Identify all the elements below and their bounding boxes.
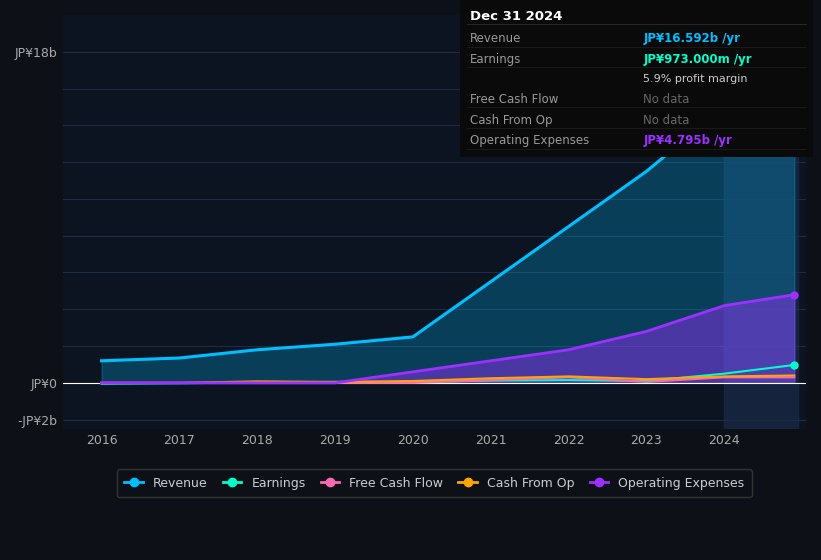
Text: 5.9% profit margin: 5.9% profit margin (644, 74, 748, 84)
Text: JP¥973.000m /yr: JP¥973.000m /yr (644, 53, 752, 66)
Text: No data: No data (644, 93, 690, 106)
Text: JP¥4.795b /yr: JP¥4.795b /yr (644, 134, 732, 147)
Text: JP¥16.592b /yr: JP¥16.592b /yr (644, 32, 741, 45)
Legend: Revenue, Earnings, Free Cash Flow, Cash From Op, Operating Expenses: Revenue, Earnings, Free Cash Flow, Cash … (117, 469, 752, 497)
Text: Free Cash Flow: Free Cash Flow (470, 93, 559, 106)
Text: Earnings: Earnings (470, 53, 521, 66)
Text: Operating Expenses: Operating Expenses (470, 134, 589, 147)
Bar (724, 15, 798, 429)
Text: No data: No data (644, 114, 690, 127)
Text: Cash From Op: Cash From Op (470, 114, 553, 127)
Text: Dec 31 2024: Dec 31 2024 (470, 10, 562, 23)
Text: Revenue: Revenue (470, 32, 521, 45)
